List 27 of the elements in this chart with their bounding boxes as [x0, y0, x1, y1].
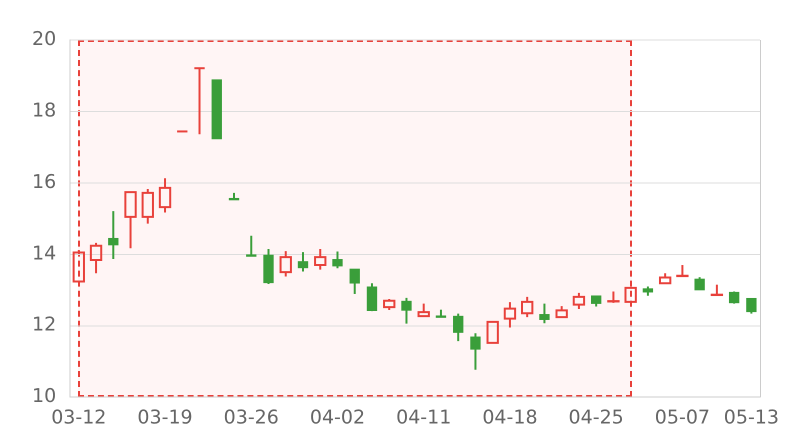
- x-tick-label: 04-18: [482, 406, 538, 429]
- x-tick-label: 03-12: [51, 406, 106, 429]
- y-tick-label: 20: [32, 28, 56, 50]
- candlestick: [298, 251, 308, 272]
- candlestick: [194, 67, 205, 136]
- x-tick-label: 04-02: [310, 406, 366, 429]
- y-tick-label: 16: [32, 170, 56, 193]
- candlestick: [332, 250, 343, 270]
- candlestick: [142, 188, 154, 225]
- candlestick: [108, 210, 118, 260]
- y-tick-label: 10: [32, 385, 56, 408]
- y-tick-label: 12: [32, 314, 56, 336]
- candlestick: [539, 302, 550, 324]
- candlestick: [280, 250, 292, 278]
- candlestick: [314, 248, 326, 271]
- y-tick-label: 18: [32, 99, 56, 122]
- candlestick: [453, 312, 464, 342]
- candlestick: [470, 332, 481, 371]
- x-tick-label: 04-25: [568, 406, 624, 429]
- candlestick: [350, 268, 360, 295]
- x-tick-label: 03-19: [137, 406, 193, 429]
- x-tick-label: 04-11: [396, 406, 452, 429]
- candlestick: [401, 296, 412, 325]
- x-tick-label: 03-26: [224, 406, 279, 429]
- x-tick-label: 05-13: [724, 406, 779, 429]
- x-tick-label: 05-07: [654, 406, 710, 429]
- y-tick-label: 14: [32, 242, 56, 264]
